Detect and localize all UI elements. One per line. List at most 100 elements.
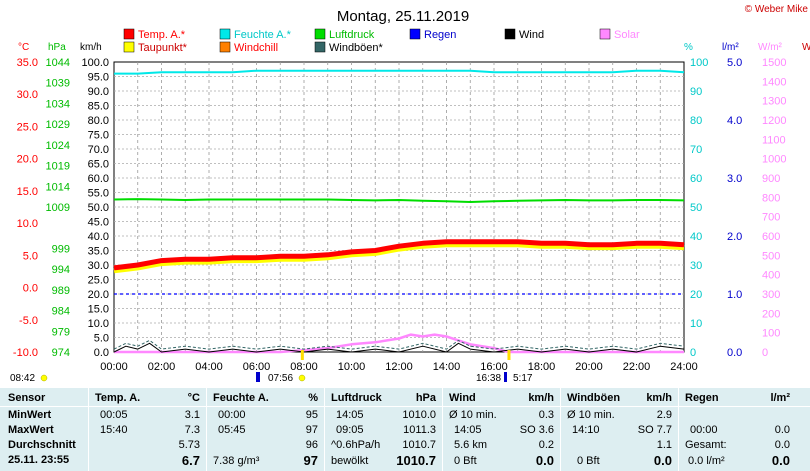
solar-tick-label: 900	[762, 173, 780, 185]
rain-total-label: Gesamt:	[685, 439, 727, 451]
rain-max: 0.0	[774, 424, 790, 436]
press-max-time: 09:05	[336, 424, 364, 436]
speed-tick-label: 95.0	[88, 72, 109, 84]
stats-header-wind-unit: km/h	[528, 392, 554, 404]
x-tick-label: 18:00	[528, 361, 556, 373]
hum-max-time: 05:45	[218, 424, 246, 436]
speed-tick-label: 60.0	[88, 173, 109, 185]
solar-tick-label: 1400	[762, 76, 786, 88]
hum-min-time: 00:00	[218, 409, 246, 421]
temp-tick-label: 35.0	[17, 57, 38, 69]
humidity-tick-label: 70	[690, 144, 702, 156]
pressure-tick-label: 989	[52, 285, 70, 297]
pressure-tick-label: 1024	[46, 140, 70, 152]
x-tick-label: 00:00	[100, 361, 128, 373]
solar-tick-label: 0	[762, 347, 768, 359]
stats-col-divider	[324, 388, 325, 471]
rain-tick-label: 2.0	[727, 231, 742, 243]
series-line-wind	[113, 342, 685, 353]
speed-tick-label: 15.0	[88, 304, 109, 316]
sunrise-time: 07:56	[268, 373, 293, 384]
wind-min: 0.3	[538, 409, 554, 421]
solar-tick-label: 400	[762, 270, 780, 282]
unit-rain: l/m²	[722, 42, 739, 53]
series-line-solar	[114, 333, 684, 354]
row-label-min: MinWert	[8, 409, 52, 421]
stats-header-gust-unit: km/h	[646, 392, 672, 404]
sunrise-marker	[256, 372, 260, 382]
pressure-tick-label: 974	[52, 347, 70, 359]
stats-header-temp-unit: °C	[187, 392, 200, 404]
moonset-time: 5:17	[513, 373, 533, 384]
stats-col-divider	[678, 388, 679, 471]
row-label-avg: Durchschnitt	[8, 439, 76, 451]
stats-header-gust: Windböen	[567, 392, 621, 404]
pressure-tick-label: 999	[52, 243, 70, 255]
stats-header-sensor: Sensor	[8, 392, 46, 404]
credit-text: © Weber Mike	[745, 4, 809, 15]
stats-col-divider	[560, 388, 561, 471]
x-tick-label: 24:00	[670, 361, 698, 373]
stats-header-rain: Regen	[685, 392, 719, 404]
speed-tick-label: 50.0	[88, 202, 109, 214]
solar-tick-label: 200	[762, 308, 780, 320]
pressure-tick-label: 1044	[46, 57, 70, 69]
speed-tick-label: 80.0	[88, 115, 109, 127]
wind-now: 0.0	[535, 453, 554, 468]
gust-now: 0.0	[653, 453, 672, 468]
temp-tick-label: 20.0	[17, 154, 38, 166]
speed-tick-label: 40.0	[88, 231, 109, 243]
legend-swatch	[504, 28, 516, 40]
solar-tick-label: 300	[762, 289, 780, 301]
solar-tick-label: 1200	[762, 115, 786, 127]
speed-tick-label: 100.0	[81, 57, 109, 69]
rain-tick-label: 3.0	[727, 173, 742, 185]
wind-dist: 0.2	[538, 439, 554, 451]
temp-min: 3.1	[184, 409, 200, 421]
x-tick-label: 22:00	[623, 361, 651, 373]
wind-max: SO 3.6	[519, 424, 554, 436]
gust-now-label: 0 Bft	[577, 455, 600, 467]
chart-axes: 00:00 02:00 04:00 06:00 08:00 10:00 12:00 14:00…	[13, 57, 787, 373]
wind-max-time: 14:05	[454, 424, 482, 436]
temp-max-time: 15:40	[100, 424, 128, 436]
speed-tick-label: 65.0	[88, 159, 109, 171]
hum-avg: 96	[305, 439, 318, 451]
x-tick-label: 10:00	[338, 361, 366, 373]
press-min: 1010.0	[402, 409, 436, 421]
sunset-time: 16:38	[476, 373, 501, 384]
stats-header-rain-unit: l/m²	[770, 392, 790, 404]
humidity-tick-label: 0	[690, 347, 696, 359]
solar-tick-label: 100	[762, 328, 780, 340]
stats-header-hum: Feuchte A.	[213, 392, 269, 404]
x-tick-label: 16:00	[480, 361, 508, 373]
rain-tick-label: 0.0	[727, 347, 742, 359]
hum-min: 95	[305, 409, 318, 421]
solar-tick-label: 500	[762, 250, 780, 262]
legend-label: Luftdruck	[329, 29, 375, 41]
stats-header-press-unit: hPa	[415, 392, 436, 404]
speed-tick-label: 90.0	[88, 86, 109, 98]
solar-tick-label: 1500	[762, 57, 786, 69]
unit-right-edge: W	[802, 42, 810, 53]
legend: Temp. A.* Feuchte A.* Luftdruck Regen Wind So…	[123, 28, 640, 54]
humidity-tick-label: 20	[690, 289, 702, 301]
humidity-tick-label: 40	[690, 231, 702, 243]
series-line-feuchtea	[114, 69, 685, 75]
x-tick-label: 14:00	[433, 361, 461, 373]
stats-header-wind: Wind	[449, 392, 476, 404]
legend-label: Wind	[519, 29, 544, 41]
solar-tick-label: 1300	[762, 96, 786, 108]
x-tick-label: 04:00	[195, 361, 223, 373]
sunset-axis-marker	[507, 350, 511, 360]
temp-tick-label: -5.0	[19, 315, 38, 327]
legend-swatch	[599, 28, 611, 40]
unit-pressure: hPa	[48, 42, 66, 53]
stats-header-hum-unit: %	[308, 392, 318, 404]
weather-chart: Montag, 25.11.2019 © Weber Mike °C hPa k…	[10, 4, 810, 384]
temp-tick-label: 15.0	[17, 186, 38, 198]
legend-swatch	[314, 41, 326, 53]
rain-now-label: 0.0 l/m²	[688, 455, 725, 467]
speed-tick-label: 75.0	[88, 130, 109, 142]
pressure-tick-label: 1039	[46, 78, 70, 90]
